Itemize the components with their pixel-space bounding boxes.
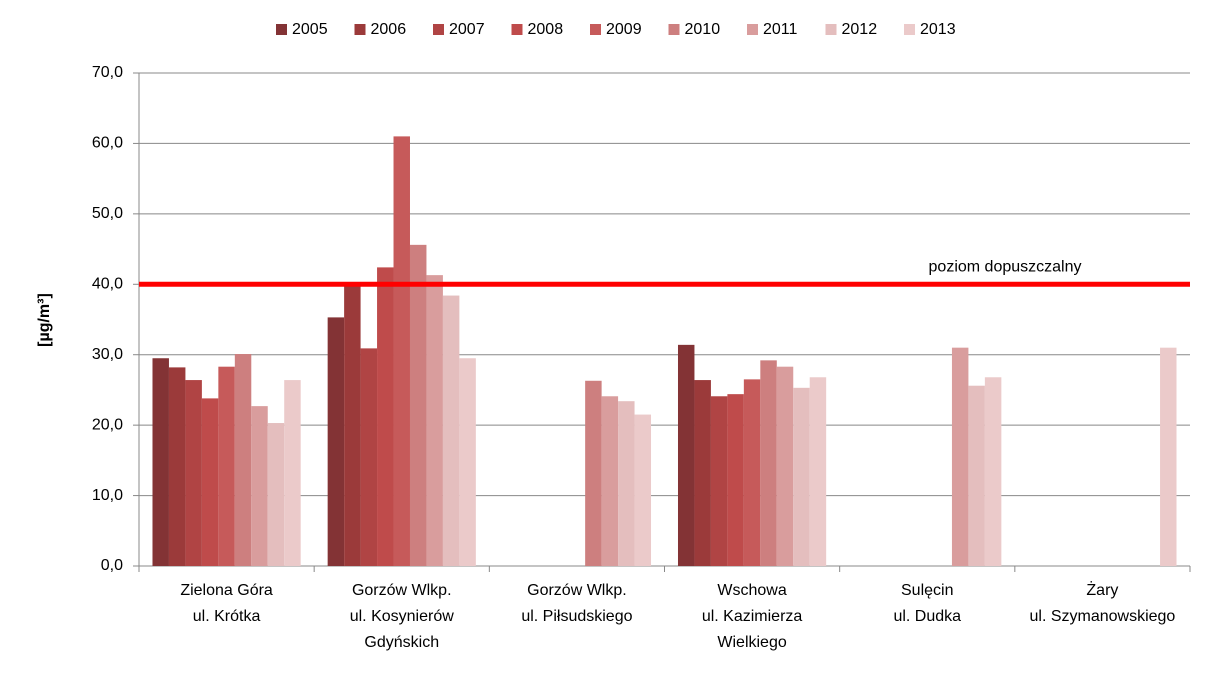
bar	[409, 244, 427, 567]
x-tick-label: Gorzów Wlkp.	[527, 582, 627, 599]
x-tick-label: Gorzów Wlkp.	[352, 582, 452, 599]
legend-swatch	[668, 24, 680, 35]
bar	[234, 354, 252, 566]
legend-label: 2010	[685, 21, 721, 38]
legend-label: 2011	[763, 21, 798, 38]
bar	[251, 406, 268, 566]
y-axis-label: [µg/m³]	[36, 293, 53, 347]
x-tick-label: Wielkiego	[717, 634, 786, 651]
bar	[585, 380, 602, 566]
bar	[968, 385, 985, 566]
legend-label: 2012	[842, 21, 878, 38]
x-tick-label: ul. Krótka	[193, 608, 261, 625]
bar	[185, 380, 202, 566]
y-tick-label: 20,0	[92, 416, 123, 433]
bar	[776, 366, 794, 566]
legend-swatch	[511, 24, 523, 35]
y-tick-label: 0,0	[101, 557, 123, 574]
bar	[344, 283, 361, 566]
bar	[951, 347, 969, 566]
x-tick-label: Wschowa	[717, 582, 786, 599]
bar	[459, 358, 476, 566]
bar	[267, 423, 285, 566]
bar	[618, 401, 635, 566]
bar	[152, 358, 169, 566]
bar	[1160, 347, 1177, 566]
legend-swatch	[825, 24, 837, 35]
legend-label: 2009	[606, 21, 642, 38]
y-tick-label: 70,0	[92, 64, 123, 81]
legend-swatch	[904, 24, 915, 35]
bar	[284, 380, 301, 566]
legend-swatch	[276, 24, 287, 35]
bar	[442, 295, 460, 566]
legend-label: 2013	[920, 21, 956, 38]
bar	[634, 414, 652, 566]
x-tick-label: ul. Kosynierów	[350, 608, 454, 625]
bar	[426, 275, 443, 566]
bar	[677, 344, 695, 566]
legend-label: 2008	[528, 21, 564, 38]
bar	[201, 398, 219, 566]
legend-swatch	[747, 24, 758, 35]
legend-swatch	[433, 24, 444, 35]
bar	[793, 387, 810, 566]
bar	[727, 394, 744, 566]
y-tick-label: 10,0	[92, 487, 123, 504]
legend-label: 2006	[371, 21, 407, 38]
bar	[393, 136, 410, 566]
x-tick-label: ul. Kazimierza	[702, 608, 803, 625]
bar	[984, 377, 1002, 566]
x-tick-label: Zielona Góra	[180, 582, 273, 599]
x-tick-label: Żary	[1086, 580, 1118, 599]
bar	[743, 379, 761, 566]
y-tick-label: 30,0	[92, 346, 123, 363]
y-tick-label: 60,0	[92, 135, 123, 152]
bar	[601, 396, 619, 566]
x-tick-label: Gdyńskich	[364, 634, 439, 651]
bar	[710, 396, 728, 566]
bar	[327, 317, 345, 566]
bar	[168, 367, 186, 566]
bar	[377, 267, 394, 566]
x-tick-label: ul. Szymanowskiego	[1029, 608, 1175, 625]
legend-label: 2007	[449, 21, 485, 38]
reference-label: poziom dopuszczalny	[929, 259, 1082, 276]
y-tick-label: 40,0	[92, 276, 123, 293]
bar	[218, 366, 235, 566]
bar	[760, 360, 777, 566]
bar	[360, 348, 378, 566]
x-tick-label: Sulęcin	[901, 582, 953, 599]
legend-swatch	[354, 24, 366, 35]
legend-swatch	[590, 24, 601, 35]
x-tick-label: ul. Piłsudskiego	[521, 608, 632, 625]
x-tick-label: ul. Dudka	[893, 608, 961, 625]
legend-label: 2005	[292, 21, 328, 38]
bar	[694, 380, 711, 566]
y-tick-label: 50,0	[92, 205, 123, 222]
bar	[809, 377, 827, 566]
